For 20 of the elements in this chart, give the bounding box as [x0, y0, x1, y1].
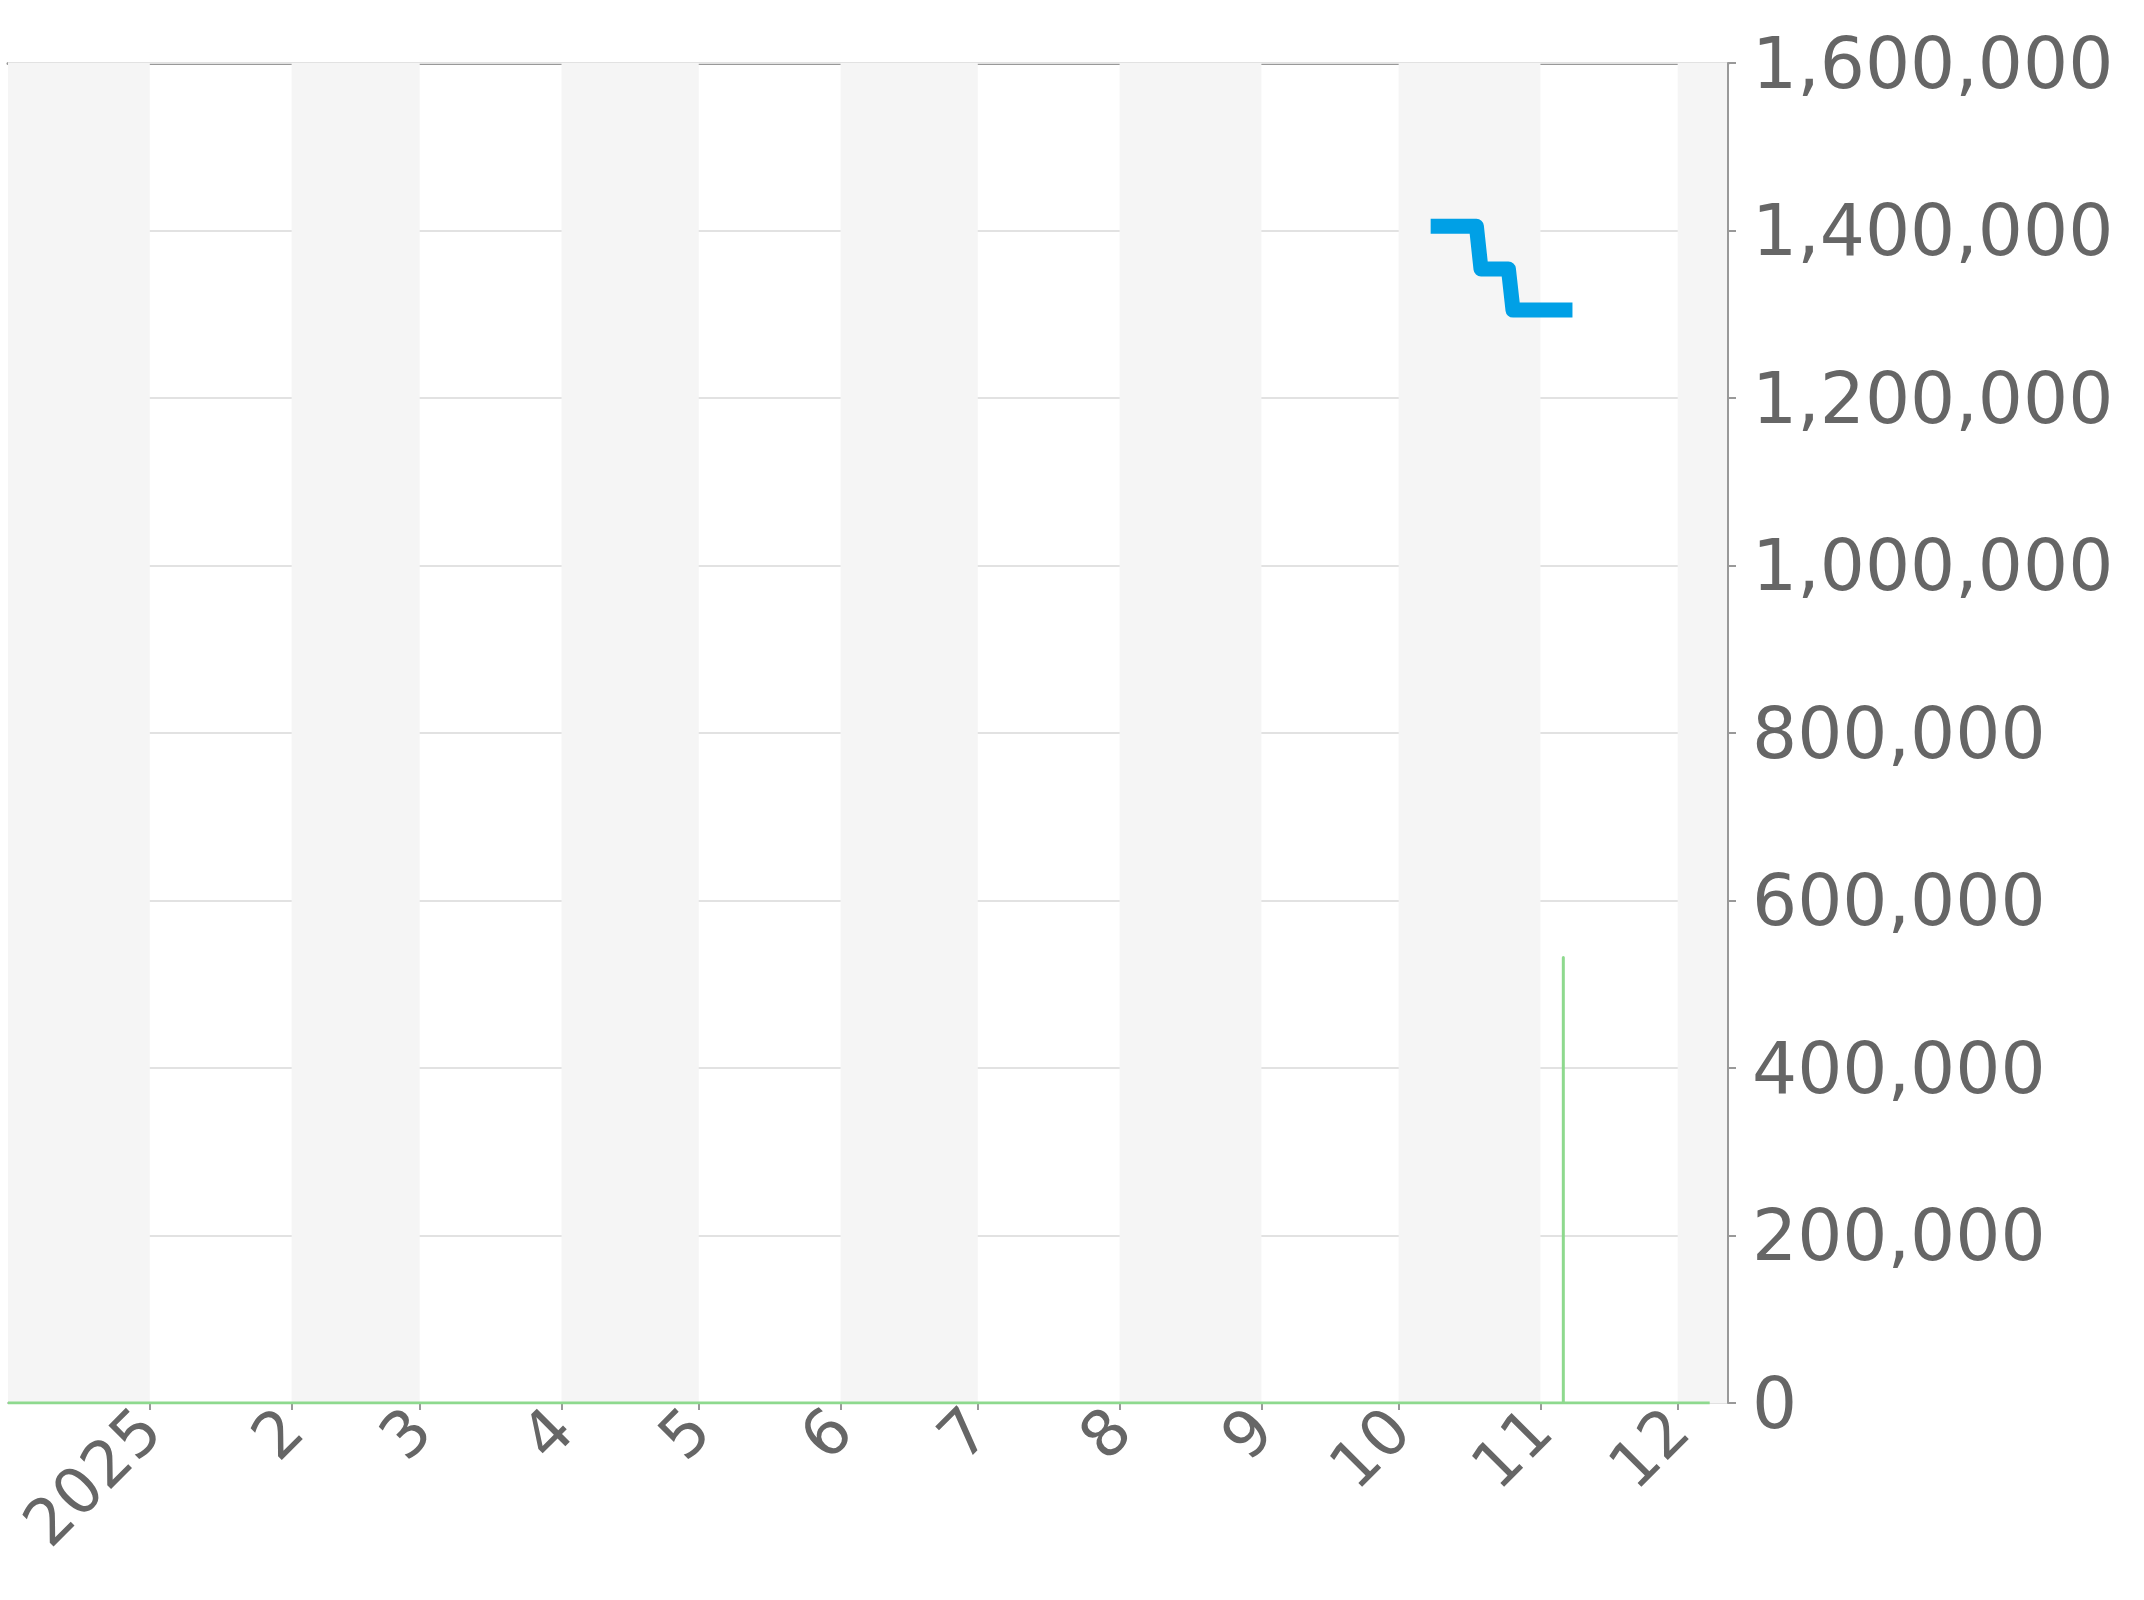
y-tick-label: 200,000: [1752, 1194, 2046, 1277]
x-tick-label: 7: [922, 1392, 1004, 1474]
y-tick-label: 1,600,000: [1752, 21, 2114, 105]
x-tick-label: 8: [1064, 1392, 1146, 1474]
y-tick-label: 800,000: [1752, 691, 2046, 775]
y-tick-label: 1,200,000: [1752, 356, 2114, 440]
x-tick-label: 2: [236, 1392, 318, 1474]
x-tick-label: 10: [1314, 1392, 1425, 1503]
x-tick-label: 9: [1206, 1392, 1288, 1474]
x-tick-label: 3: [364, 1392, 446, 1474]
y-tick-label: 600,000: [1752, 859, 2046, 942]
y-tick-label: 1,400,000: [1752, 189, 2114, 272]
y-tick-label: 1,000,000: [1752, 524, 2114, 607]
x-tick-label: 6: [785, 1392, 867, 1474]
y-tick-label: 0: [1752, 1361, 1798, 1445]
x-tick-label: 11: [1456, 1392, 1567, 1503]
x-tick-label: 4: [506, 1392, 588, 1474]
y-tick-label: 400,000: [1752, 1026, 2046, 1110]
x-tick-label: 5: [643, 1392, 725, 1474]
x-tick-label: 12: [1593, 1392, 1704, 1503]
